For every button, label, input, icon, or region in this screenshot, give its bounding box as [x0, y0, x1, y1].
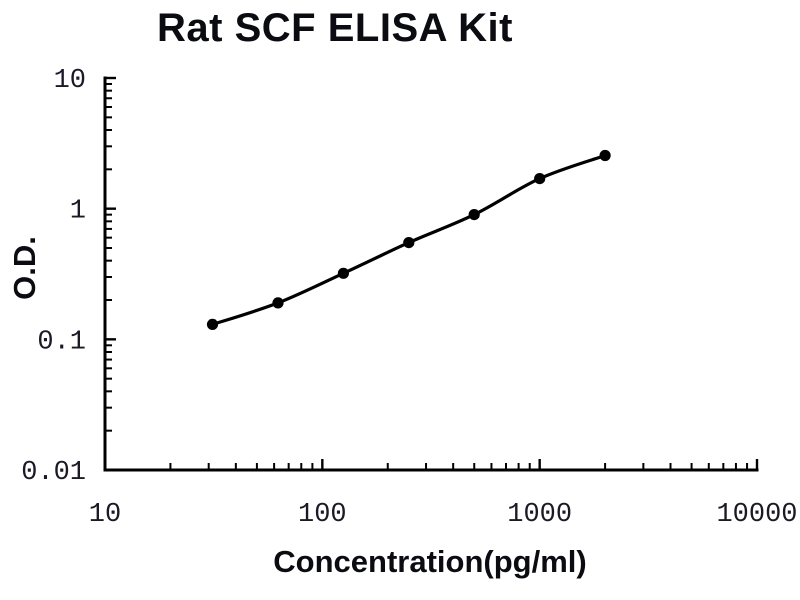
- data-point-marker: [206, 318, 219, 330]
- y-tick-label: 0.1: [37, 327, 86, 357]
- y-tick-label: 1: [70, 197, 86, 227]
- x-tick-label: 100: [298, 500, 347, 530]
- axis-line: [103, 76, 759, 472]
- data-point-marker: [272, 297, 284, 309]
- x-axis-title: Concentration(pg/ml): [273, 544, 587, 579]
- data-point-marker: [599, 149, 611, 162]
- data-point-marker: [403, 237, 415, 249]
- data-point-marker: [468, 209, 480, 221]
- y-tick-label: 10: [54, 66, 86, 96]
- x-tick-label: 10: [89, 500, 121, 530]
- x-tick-label: 10000: [716, 500, 797, 530]
- data-point-marker: [534, 173, 546, 185]
- x-tick-label: 1000: [507, 500, 572, 530]
- chart-title: Rat SCF ELISA Kit: [157, 6, 513, 50]
- data-point-marker: [337, 267, 349, 279]
- y-tick-label: 0.01: [21, 458, 86, 488]
